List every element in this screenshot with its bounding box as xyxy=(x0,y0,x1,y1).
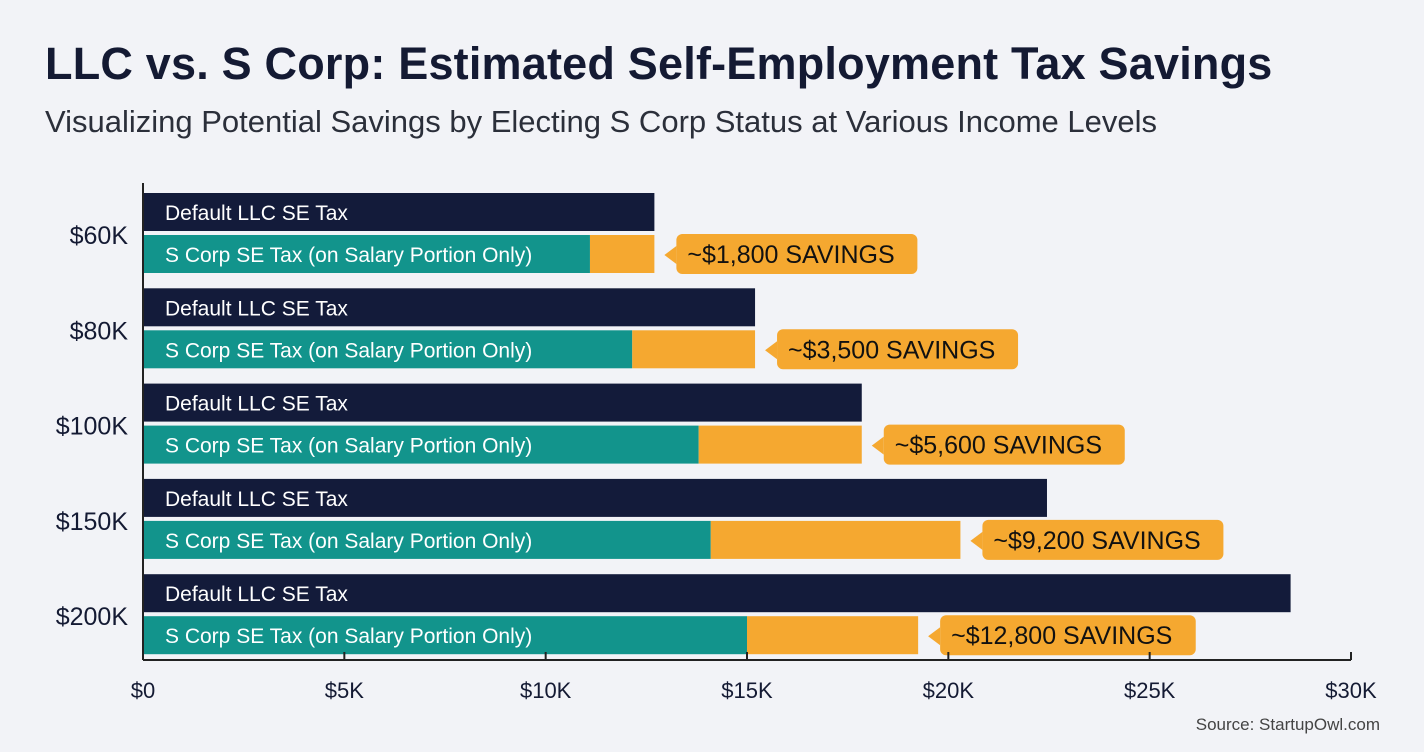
category-label: $80K xyxy=(70,317,129,345)
scorp-bar-label: S Corp SE Tax (on Salary Portion Only) xyxy=(165,625,532,648)
scorp-bar xyxy=(143,616,747,655)
category-label: $60K xyxy=(70,222,129,250)
callout-pointer xyxy=(871,436,884,455)
scorp-bar xyxy=(143,330,633,369)
savings-bar xyxy=(698,425,862,464)
scorp-bar xyxy=(143,520,711,559)
llc-bar-label: Default LLC SE Tax xyxy=(165,297,348,320)
chart-title: LLC vs. S Corp: Estimated Self-Employmen… xyxy=(45,38,1273,89)
llc-bar xyxy=(143,193,655,231)
scorp-bar-label: S Corp SE Tax (on Salary Portion Only) xyxy=(165,244,532,267)
x-tick-label: $0 xyxy=(131,678,155,703)
savings-callout-text: ~$9,200 SAVINGS xyxy=(993,527,1200,555)
scorp-bar xyxy=(143,425,699,464)
category-label: $100K xyxy=(56,413,129,441)
llc-bar-label: Default LLC SE Tax xyxy=(165,488,348,511)
x-tick-label: $30K xyxy=(1325,678,1377,703)
savings-callout xyxy=(777,329,1019,370)
category-label: $150K xyxy=(56,508,129,536)
savings-callout xyxy=(982,519,1224,560)
llc-bar-label: Default LLC SE Tax xyxy=(165,393,348,416)
source-note: Source: StartupOwl.com xyxy=(1195,715,1380,734)
scorp-bar xyxy=(143,235,590,273)
category-label: $200K xyxy=(56,603,129,631)
savings-bar xyxy=(710,520,961,559)
savings-callout-text: ~$3,500 SAVINGS xyxy=(788,336,995,364)
savings-callout xyxy=(940,615,1196,656)
savings-callout xyxy=(883,424,1125,465)
savings-bar xyxy=(747,616,919,655)
savings-bar xyxy=(589,235,655,273)
callout-pointer xyxy=(970,531,983,550)
llc-bar xyxy=(143,574,1291,613)
x-tick-label: $15K xyxy=(721,678,773,703)
callout-pointer xyxy=(765,341,778,360)
scorp-bar-label: S Corp SE Tax (on Salary Portion Only) xyxy=(165,435,532,458)
callout-pointer xyxy=(928,627,941,646)
savings-callout-text: ~$12,800 SAVINGS xyxy=(951,622,1172,650)
x-tick-label: $25K xyxy=(1124,678,1176,703)
llc-bar xyxy=(143,478,1047,517)
savings-callout xyxy=(676,234,918,274)
llc-bar-label: Default LLC SE Tax xyxy=(165,202,348,225)
llc-bar xyxy=(143,383,862,422)
llc-bar-label: Default LLC SE Tax xyxy=(165,583,348,606)
x-tick-label: $10K xyxy=(520,678,572,703)
scorp-bar-label: S Corp SE Tax (on Salary Portion Only) xyxy=(165,530,532,553)
callout-pointer xyxy=(664,246,677,264)
llc-bar xyxy=(143,288,756,327)
x-tick-label: $5K xyxy=(325,678,364,703)
savings-callout-text: ~$1,800 SAVINGS xyxy=(687,241,894,269)
savings-callout-text: ~$5,600 SAVINGS xyxy=(895,432,1102,460)
chart-subtitle: Visualizing Potential Savings by Electin… xyxy=(45,104,1158,139)
x-tick-label: $20K xyxy=(923,678,975,703)
scorp-bar-label: S Corp SE Tax (on Salary Portion Only) xyxy=(165,339,532,362)
savings-bar xyxy=(632,330,756,369)
